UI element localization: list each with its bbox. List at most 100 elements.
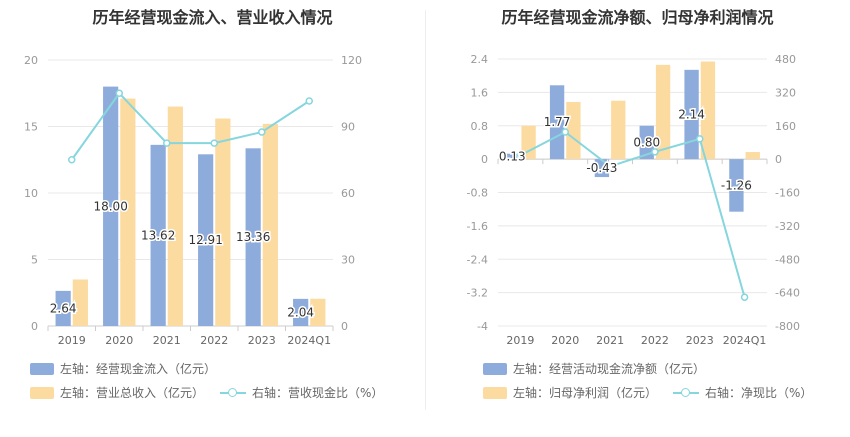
x-tick-label: 2023 (248, 334, 276, 347)
y-left-tick-label: 0 (31, 320, 38, 333)
left-legend-bar2[interactable]: 左轴：营业总收入（亿元） (30, 384, 204, 401)
data-label: 12.91 (188, 233, 222, 247)
data-label: 2.64 (50, 301, 77, 315)
data-label: 0.13 (499, 149, 526, 163)
right-legend-bar2[interactable]: 左轴：归母净利润（亿元） (483, 384, 657, 401)
data-label: -0.43 (586, 161, 617, 175)
left-chart-panel: 历年经营现金流入、营业收入情况 0 5 10 15 20 0 30 60 90 120 2019 20… (24, 8, 383, 401)
x-tick-label: 2024Q1 (723, 334, 767, 347)
bar-series2 (167, 106, 183, 326)
bar-series2 (700, 61, 716, 160)
legend-label: 左轴：经营活动现金流净额（亿元） (513, 362, 706, 376)
y-left-tick-label: -4 (477, 320, 488, 333)
y-left-tick-label: 15 (24, 121, 38, 134)
bar-series2 (745, 152, 760, 160)
legend-line-swatch (673, 387, 699, 399)
y-left-tick-label: 2.4 (471, 53, 489, 66)
data-label: 0.80 (633, 135, 660, 149)
right-chart-panel: 历年经营现金流净额、归母净利润情况 2.4 1.6 0.8 0 -0.8 -1.6 -2.4… (425, 0, 850, 437)
data-label: 1.77 (544, 115, 571, 129)
bar-series1 (505, 153, 520, 160)
right-chart: 2.41.60.80-0.8-1.6-2.4-3.2-44803201600-1… (467, 53, 800, 347)
legend-label: 左轴：归母净利润（亿元） (513, 386, 658, 400)
y-left-tick-label: 0.8 (471, 120, 489, 133)
legend-label: 左轴：营业总收入（亿元） (60, 386, 205, 400)
x-tick-label: 2020 (551, 334, 579, 347)
line-point (258, 128, 266, 136)
data-label: 2.14 (678, 107, 705, 121)
right-legend-bar1[interactable]: 左轴：经营活动现金流净额（亿元） (483, 360, 705, 377)
legend-swatch (483, 362, 507, 375)
legend-swatch (30, 386, 54, 399)
bar-series1 (103, 86, 119, 326)
y-right-tick-label: 120 (341, 54, 362, 67)
bar-series1 (293, 298, 309, 326)
right-chart-title: 历年经营现金流净额、归母净利润情况 (501, 8, 774, 27)
y-left-tick-label: 0 (481, 153, 488, 166)
x-tick-label: 2021 (153, 334, 181, 347)
line-point (305, 97, 313, 105)
y-left-tick-label: 10 (24, 187, 38, 200)
y-right-tick-label: 90 (341, 121, 355, 134)
line-point (68, 156, 76, 164)
y-right-tick-label: 320 (775, 86, 796, 99)
line-series (519, 130, 746, 298)
line-point (516, 151, 525, 160)
panel-divider (425, 10, 426, 410)
y-right-tick-label: 60 (341, 187, 355, 200)
y-right-tick-label: -160 (775, 187, 800, 200)
data-label: 2.04 (287, 305, 314, 319)
y-left-tick-label: 20 (24, 54, 38, 67)
bar-series1 (729, 159, 744, 212)
data-label: 18.00 (93, 199, 127, 213)
line-point (115, 89, 123, 97)
bar-series2 (120, 98, 136, 326)
left-legend-bar1[interactable]: 左轴：经营现金流入（亿元） (30, 360, 216, 377)
x-tick-label: 2023 (686, 334, 714, 347)
x-tick-label: 2019 (506, 334, 534, 347)
bar-series2 (262, 123, 278, 326)
y-left-tick-label: -3.2 (467, 287, 488, 300)
x-tick-label: 2024Q1 (287, 334, 331, 347)
legend-swatch (30, 362, 54, 375)
x-tick-label: 2021 (596, 334, 624, 347)
left-chart: 0 5 10 15 20 0 30 60 90 120 2019 2020 2021 2022 2023 20… (24, 54, 362, 347)
bar-series1 (198, 154, 214, 326)
y-left-tick-label: 5 (31, 254, 38, 267)
bar-series1 (639, 125, 654, 160)
y-right-tick-label: 30 (341, 254, 355, 267)
y-left-tick-label: 1.6 (471, 86, 489, 99)
legend-label: 右轴：净现比（%） (705, 386, 813, 400)
data-label: 13.36 (236, 230, 270, 244)
line-series (70, 91, 310, 161)
bar-series2 (215, 118, 231, 327)
y-right-tick-label: -640 (775, 287, 800, 300)
line-point (740, 293, 749, 301)
bar-series1 (549, 85, 565, 160)
data-label: 13.62 (141, 228, 175, 242)
x-tick-label: 2020 (105, 334, 133, 347)
bar-series2 (310, 298, 326, 326)
bar-series1 (55, 290, 71, 326)
y-left-tick-label: -0.8 (467, 187, 488, 200)
data-label: -1.26 (721, 178, 752, 192)
x-tick-label: 2022 (200, 334, 228, 347)
legend-label: 右轴：营收现金比（%） (252, 386, 384, 400)
bar-series2 (611, 100, 626, 160)
line-point (651, 148, 659, 156)
left-legend-line[interactable]: 右轴：营收现金比（%） (220, 384, 383, 401)
y-right-tick-label: -800 (775, 320, 800, 333)
y-right-tick-label: 480 (775, 53, 796, 66)
y-right-tick-label: -320 (775, 220, 800, 233)
bar-series2 (655, 64, 671, 160)
bar-series1 (150, 144, 166, 326)
line-point (696, 135, 704, 143)
x-tick-label: 2022 (641, 334, 669, 347)
y-left-tick-label: -1.6 (467, 220, 488, 233)
legend-label: 左轴：经营现金流入（亿元） (60, 362, 217, 376)
line-point (163, 139, 171, 147)
y-right-tick-label: -480 (775, 253, 800, 266)
line-point (561, 128, 569, 136)
right-legend-line[interactable]: 右轴：净现比（%） (673, 384, 812, 401)
y-right-tick-label: 0 (775, 153, 782, 166)
